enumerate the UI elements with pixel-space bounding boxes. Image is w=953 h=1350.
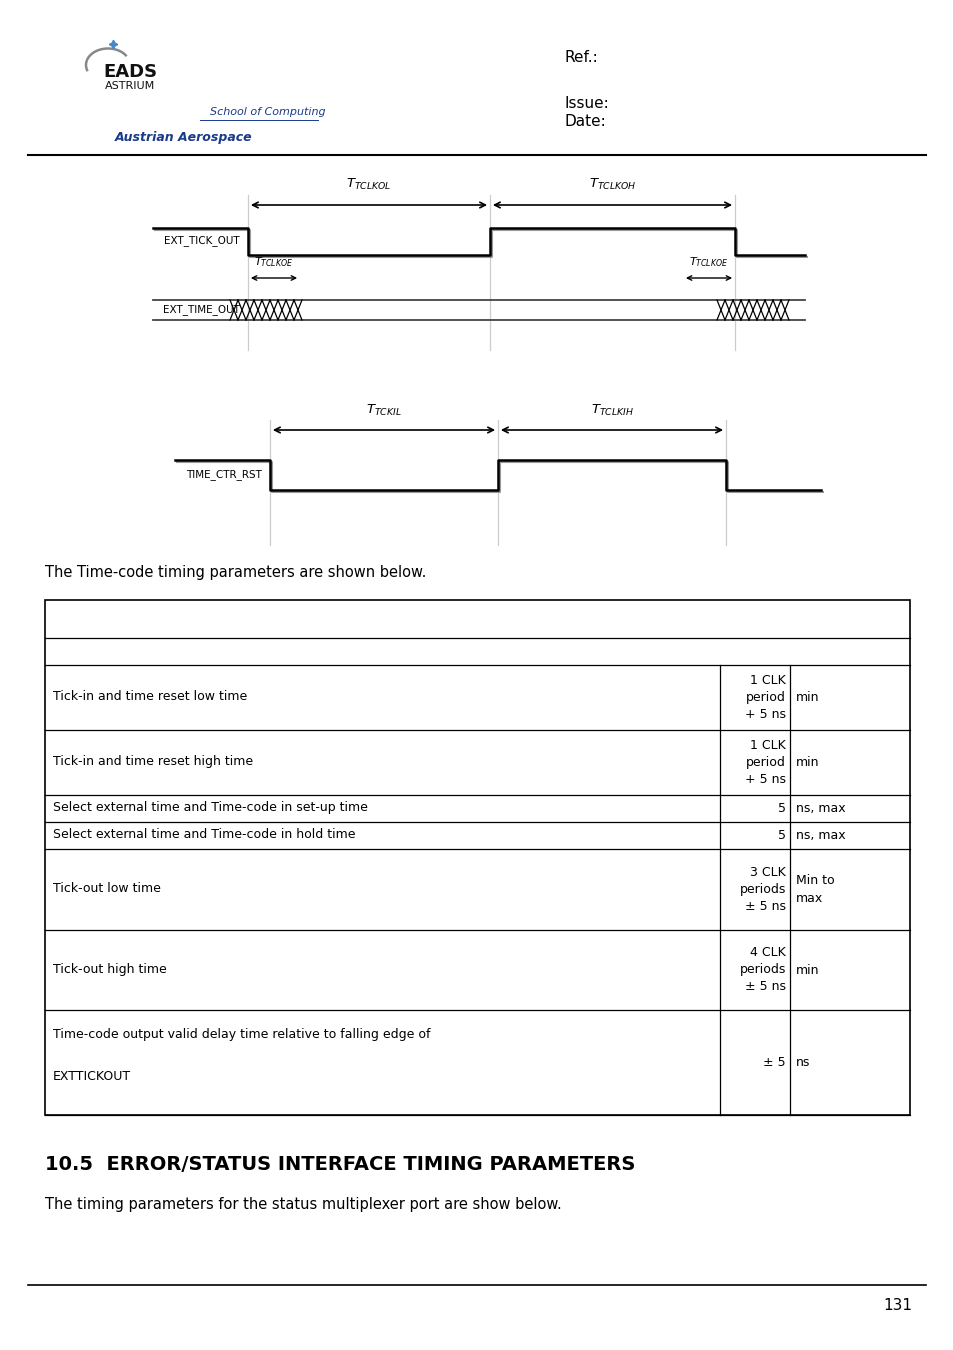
Text: EADS: EADS	[103, 63, 157, 81]
Text: EXTTICKOUT: EXTTICKOUT	[53, 1071, 131, 1083]
Text: 5: 5	[778, 829, 785, 842]
Text: Tick-in and time reset low time: Tick-in and time reset low time	[53, 690, 247, 703]
Text: $T_{TCLKOE}$: $T_{TCLKOE}$	[689, 255, 728, 269]
Text: Tick-in and time reset high time: Tick-in and time reset high time	[53, 756, 253, 768]
Text: $T_{TCLKOE}$: $T_{TCLKOE}$	[254, 255, 294, 269]
Text: ± 5: ± 5	[762, 1056, 785, 1069]
Text: 131: 131	[882, 1297, 911, 1312]
Text: Issue:: Issue:	[564, 96, 609, 111]
Text: Tick-out high time: Tick-out high time	[53, 964, 167, 976]
Text: min: min	[795, 964, 819, 976]
Text: 10.5  ERROR/STATUS INTERFACE TIMING PARAMETERS: 10.5 ERROR/STATUS INTERFACE TIMING PARAM…	[45, 1156, 635, 1174]
Text: TIME_CTR_RST: TIME_CTR_RST	[186, 470, 262, 481]
Text: ns, max: ns, max	[795, 829, 844, 842]
Text: ns: ns	[795, 1056, 809, 1069]
Text: ns, max: ns, max	[795, 802, 844, 815]
Text: 4 CLK
periods
± 5 ns: 4 CLK periods ± 5 ns	[739, 946, 785, 994]
Text: 1 CLK
period
+ 5 ns: 1 CLK period + 5 ns	[744, 674, 785, 721]
Text: EXT_TICK_OUT: EXT_TICK_OUT	[164, 235, 240, 247]
Text: $T_{TCLKOL}$: $T_{TCLKOL}$	[346, 177, 392, 192]
Text: $T_{TCLKOH}$: $T_{TCLKOH}$	[588, 177, 636, 192]
Text: $T_{TCKIL}$: $T_{TCKIL}$	[366, 402, 401, 418]
Text: Date:: Date:	[564, 115, 606, 130]
Text: Select external time and Time-code in hold time: Select external time and Time-code in ho…	[53, 829, 355, 841]
Text: min: min	[795, 691, 819, 703]
Text: min: min	[795, 756, 819, 770]
Text: EXT_TIME_OUT: EXT_TIME_OUT	[163, 305, 240, 316]
Text: Select external time and Time-code in set-up time: Select external time and Time-code in se…	[53, 802, 368, 814]
Text: 5: 5	[778, 802, 785, 815]
Text: Austrian Aerospace: Austrian Aerospace	[115, 131, 253, 144]
Text: Ref.:: Ref.:	[564, 50, 598, 66]
Text: The timing parameters for the status multiplexer port are show below.: The timing parameters for the status mul…	[45, 1197, 561, 1212]
Bar	[45, 599, 909, 1115]
Text: Min to
max: Min to max	[795, 875, 834, 905]
Text: 1 CLK
period
+ 5 ns: 1 CLK period + 5 ns	[744, 738, 785, 786]
Text: $T_{TCLKIH}$: $T_{TCLKIH}$	[590, 402, 633, 418]
Text: ASTRIUM: ASTRIUM	[105, 81, 155, 90]
Text: School of Computing: School of Computing	[210, 107, 325, 117]
Text: 3 CLK
periods
± 5 ns: 3 CLK periods ± 5 ns	[739, 865, 785, 913]
Text: Time-code output valid delay time relative to falling edge of: Time-code output valid delay time relati…	[53, 1027, 430, 1041]
Text: Tick-out low time: Tick-out low time	[53, 883, 161, 895]
Text: The Time-code timing parameters are shown below.: The Time-code timing parameters are show…	[45, 564, 426, 579]
